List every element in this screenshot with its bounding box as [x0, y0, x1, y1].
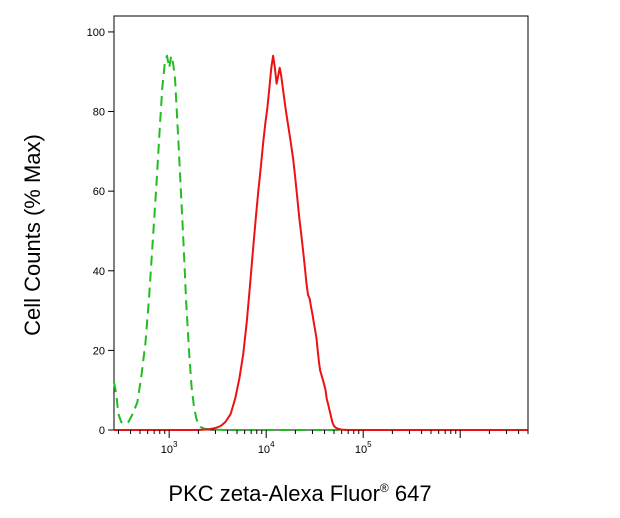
series-layer: [113, 54, 528, 431]
y-tick-label: 0: [99, 425, 105, 437]
y-tick-label: 100: [87, 27, 105, 39]
y-tick-label: 80: [93, 107, 105, 119]
y-tick-label: 40: [93, 266, 105, 278]
y-tick-label: 60: [93, 186, 105, 198]
y-axis-title: Cell Counts (% Max): [20, 134, 45, 336]
x-tick-label: 105: [355, 440, 372, 456]
x-axis-title: PKC zeta-Alexa Fluor® 647: [168, 481, 431, 506]
x-tick-label: 103: [161, 440, 178, 456]
series-line-1: [113, 54, 528, 431]
tick-layer: 0 20 40 60 80 100 103 104 105: [87, 27, 529, 456]
plot-frame: [113, 15, 529, 431]
series-line-2: [114, 54, 528, 431]
y-tick-label: 20: [93, 345, 105, 357]
axes: [113, 15, 529, 431]
x-tick-label: 104: [258, 440, 275, 456]
